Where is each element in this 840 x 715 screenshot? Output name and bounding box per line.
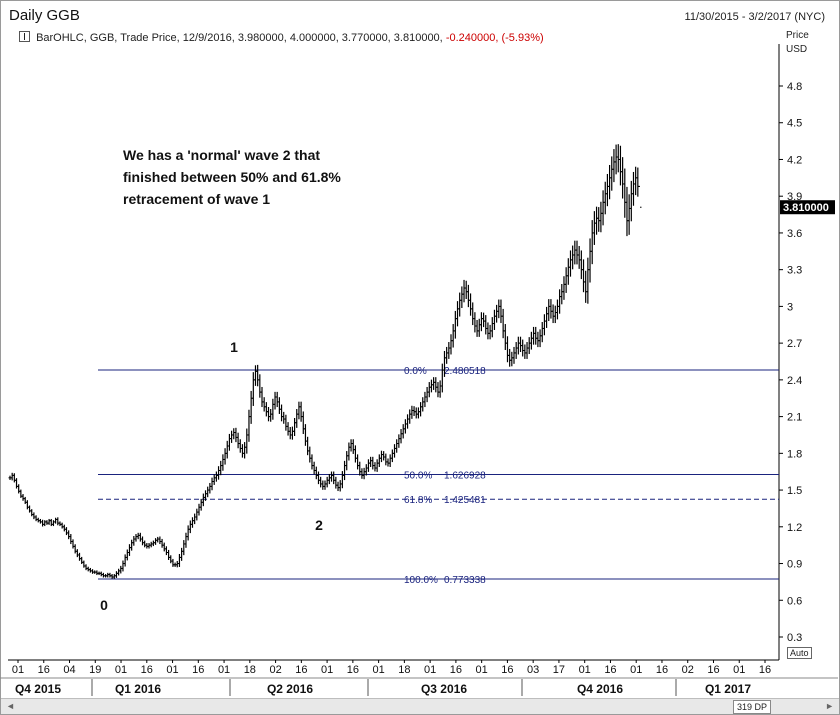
quarter-label: Q2 2016 xyxy=(267,682,313,696)
chart-title: Daily GGB xyxy=(9,7,80,24)
date-range: 11/30/2015 - 3/2/2017 (NYC) xyxy=(684,11,825,23)
y-tick-label: 4.8 xyxy=(787,81,802,93)
y-tick-label: 3.9 xyxy=(787,191,802,203)
quarter-label: Q4 2016 xyxy=(577,682,623,696)
scroll-left-icon[interactable]: ◄ xyxy=(6,701,15,711)
fib-level-value: 2.480518 xyxy=(444,366,486,377)
x-tick-label: 16 xyxy=(759,664,771,676)
last-price-badge xyxy=(780,200,835,215)
last-price-label: 3.810000 xyxy=(783,202,829,214)
y-tick-label: 4.2 xyxy=(787,154,802,166)
x-tick-label: 01 xyxy=(424,664,436,676)
quarter-label: Q1 2016 xyxy=(115,682,161,696)
x-tick-label: 16 xyxy=(192,664,204,676)
x-tick-label: 16 xyxy=(656,664,668,676)
fib-level-value: 1.425481 xyxy=(444,495,486,506)
legend-change: -0.240000, (-5.93%) xyxy=(445,32,544,44)
x-tick-label: 01 xyxy=(115,664,127,676)
y-tick-label: 2.4 xyxy=(787,375,802,387)
quarter-label: Q1 2017 xyxy=(705,682,751,696)
y-tick-label: 2.7 xyxy=(787,338,802,350)
fib-level-pct: 100.0% xyxy=(404,575,438,586)
legend-text: BarOHLC, GGB, Trade Price, 12/9/2016, 3.… xyxy=(36,32,443,44)
price-axis-unit: USD xyxy=(786,44,808,55)
x-tick-label: 16 xyxy=(295,664,307,676)
fib-level-pct: 0.0% xyxy=(404,366,427,377)
annotation-line-3: retracement of wave 1 xyxy=(123,191,271,207)
chart-annotation: We has a 'normal' wave 2 that finished b… xyxy=(123,144,423,210)
x-tick-label: 01 xyxy=(12,664,24,676)
wave-label: 2 xyxy=(315,517,323,533)
y-tick-label: 0.6 xyxy=(787,595,802,607)
x-tick-label: 17 xyxy=(553,664,565,676)
x-tick-label: 01 xyxy=(166,664,178,676)
x-tick-label: 01 xyxy=(579,664,591,676)
x-tick-label: 16 xyxy=(707,664,719,676)
x-tick-label: 02 xyxy=(269,664,281,676)
x-tick-label: 01 xyxy=(733,664,745,676)
y-tick-label: 2.1 xyxy=(787,412,802,424)
data-points-count: 319 DP xyxy=(732,700,771,714)
fib-level-pct: 50.0% xyxy=(404,471,432,482)
y-tick-label: 4.5 xyxy=(787,118,802,130)
x-tick-label: 16 xyxy=(347,664,359,676)
x-tick-label: 18 xyxy=(244,664,256,676)
x-tick-label: 16 xyxy=(450,664,462,676)
x-tick-label: 01 xyxy=(476,664,488,676)
annotation-line-1: We has a 'normal' wave 2 that xyxy=(123,147,321,163)
y-tick-label: 1.2 xyxy=(787,522,802,534)
x-tick-label: 19 xyxy=(89,664,101,676)
y-tick-label: 3.3 xyxy=(787,265,802,277)
wave-label: 0 xyxy=(100,597,108,613)
y-tick-label: 3 xyxy=(787,301,793,313)
series-legend: BarOHLC, GGB, Trade Price, 12/9/2016, 3.… xyxy=(19,31,544,44)
x-tick-label: 01 xyxy=(218,664,230,676)
quarter-label: Q4 2015 xyxy=(15,682,61,696)
fib-level-value: 1.626928 xyxy=(444,471,486,482)
y-tick-label: 1.5 xyxy=(787,485,802,497)
quarter-label: Q3 2016 xyxy=(421,682,467,696)
x-tick-label: 16 xyxy=(38,664,50,676)
x-tick-label: 03 xyxy=(527,664,539,676)
x-tick-label: 01 xyxy=(630,664,642,676)
x-tick-label: 02 xyxy=(682,664,694,676)
x-tick-label: 04 xyxy=(63,664,75,676)
y-tick-label: 0.9 xyxy=(787,559,802,571)
x-tick-label: 16 xyxy=(501,664,513,676)
x-tick-label: 16 xyxy=(141,664,153,676)
x-tick-label: 01 xyxy=(321,664,333,676)
price-axis-header: Price USD xyxy=(786,29,809,57)
fib-level-pct: 61.8% xyxy=(404,495,432,506)
wave-label: 1 xyxy=(230,339,238,355)
auto-scale-toggle[interactable]: Auto xyxy=(787,647,812,659)
annotation-line-2: finished between 50% and 61.8% xyxy=(123,169,341,185)
y-tick-label: 1.8 xyxy=(787,448,802,460)
ohlc-bar-icon xyxy=(19,31,30,42)
price-axis-label: Price xyxy=(786,30,809,41)
x-tick-label: 01 xyxy=(372,664,384,676)
y-tick-label: 3.6 xyxy=(787,228,802,240)
x-tick-label: 18 xyxy=(398,664,410,676)
y-tick-label: 0.3 xyxy=(787,632,802,644)
fib-level-value: 0.773338 xyxy=(444,575,486,586)
scroll-right-icon[interactable]: ► xyxy=(825,701,834,711)
x-tick-label: 16 xyxy=(604,664,616,676)
time-scrollbar[interactable]: ◄ 319 DP ► xyxy=(1,698,839,714)
